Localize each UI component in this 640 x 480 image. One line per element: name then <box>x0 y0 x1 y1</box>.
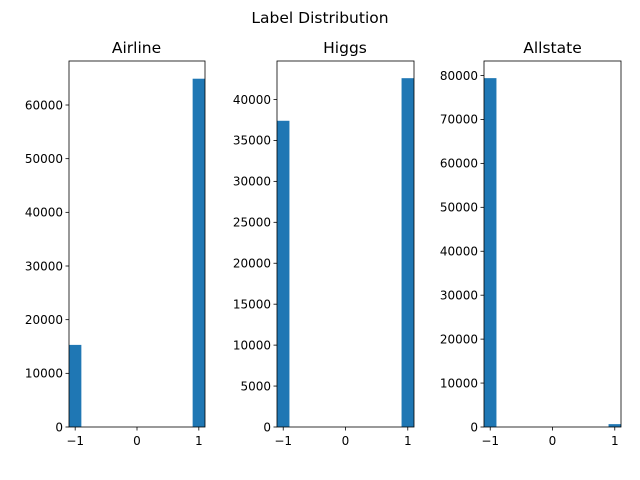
ytick-label-higgs: 15000 <box>233 297 271 311</box>
xtick-label-airline: 1 <box>195 434 203 448</box>
ytick-label-higgs: 5000 <box>240 379 271 393</box>
xtick-label-allstate: 1 <box>611 434 619 448</box>
ytick-label-allstate: 20000 <box>440 332 478 346</box>
xtick-label-higgs: −1 <box>274 434 292 448</box>
ytick-label-allstate: 80000 <box>440 69 478 83</box>
bar-allstate--1 <box>484 78 497 427</box>
bar-higgs-1 <box>401 78 414 427</box>
ytick-label-airline: 40000 <box>25 206 63 220</box>
ytick-label-airline: 20000 <box>25 313 63 327</box>
ytick-label-allstate: 40000 <box>440 245 478 259</box>
xtick-label-allstate: 0 <box>549 434 557 448</box>
panel-title-higgs: Higgs <box>323 39 367 57</box>
figure-title: Label Distribution <box>251 9 388 27</box>
panel-allstate: Allstate 0 10000 20000 30000 40000 50000 60000… <box>440 39 622 448</box>
ytick-label-allstate: 70000 <box>440 113 478 127</box>
xtick-label-higgs: 0 <box>342 434 350 448</box>
axes-frame-allstate <box>483 60 622 428</box>
panel-higgs: Higgs 0 5000 10000 15000 20000 25000 30000 3500… <box>233 39 415 448</box>
ytick-label-higgs: 20000 <box>233 257 271 271</box>
bar-higgs--1 <box>277 120 290 428</box>
ytick-label-allstate: 50000 <box>440 201 478 215</box>
bar-allstate-1 <box>608 424 621 427</box>
ytick-label-higgs: 25000 <box>233 216 271 230</box>
ytick-label-allstate: 30000 <box>440 288 478 302</box>
axes-frame-higgs <box>276 60 415 428</box>
panel-airline: Airline 0 10000 20000 30000 40000 50000 60000 −… <box>25 39 206 448</box>
ytick-label-allstate: 60000 <box>440 157 478 171</box>
ytick-label-higgs: 10000 <box>233 338 271 352</box>
panel-title-airline: Airline <box>112 39 161 57</box>
ytick-label-airline: 10000 <box>25 367 63 381</box>
xtick-label-airline: 0 <box>133 434 141 448</box>
ytick-label-allstate: 0 <box>470 420 478 434</box>
ytick-label-allstate: 10000 <box>440 376 478 390</box>
ytick-label-airline: 30000 <box>25 259 63 273</box>
bar-airline--1 <box>69 344 82 427</box>
ytick-label-higgs: 0 <box>263 420 271 434</box>
ytick-label-airline: 0 <box>55 420 63 434</box>
xtick-label-higgs: 1 <box>404 434 412 448</box>
axes-frame-airline <box>68 60 206 428</box>
panel-title-allstate: Allstate <box>523 39 581 57</box>
xtick-label-airline: −1 <box>66 434 84 448</box>
ytick-label-airline: 60000 <box>25 98 63 112</box>
ytick-label-higgs: 30000 <box>233 175 271 189</box>
bar-airline-1 <box>192 78 205 428</box>
ytick-label-higgs: 40000 <box>233 93 271 107</box>
ytick-label-airline: 50000 <box>25 152 63 166</box>
xtick-label-allstate: −1 <box>481 434 499 448</box>
ytick-label-higgs: 35000 <box>233 134 271 148</box>
